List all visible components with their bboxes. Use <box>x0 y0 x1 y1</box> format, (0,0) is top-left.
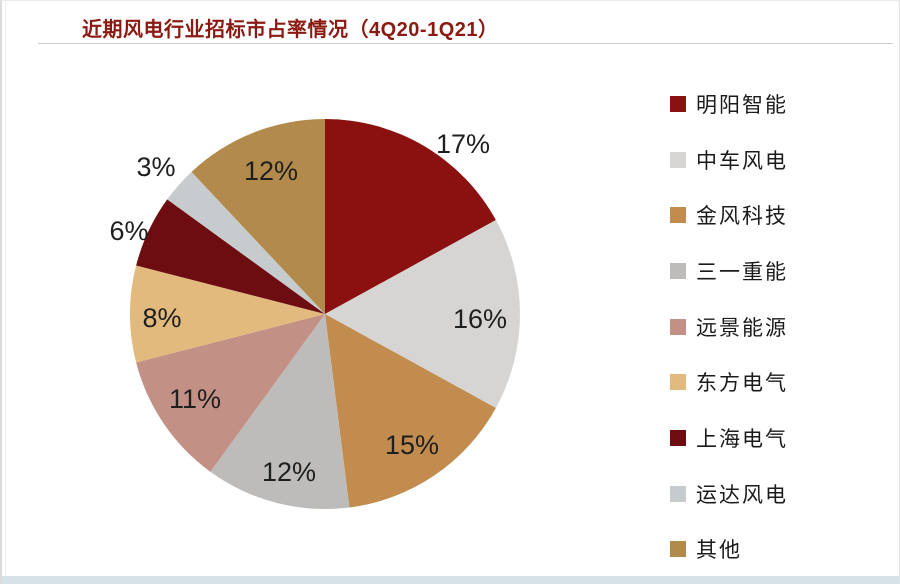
pie-slice-6 <box>130 265 325 363</box>
legend-label: 远景能源 <box>696 315 788 340</box>
chart-title: 近期风电行业招标市占率情况（4Q20-1Q21） <box>82 19 499 41</box>
legend-item-6: 东方电气 <box>670 354 788 410</box>
pie-slice-label: 15% <box>385 430 439 460</box>
legend-label: 东方电气 <box>696 371 788 396</box>
pie-slice-label: 3% <box>136 152 175 182</box>
pie-slice-label: 11% <box>169 384 221 414</box>
legend-label: 金风科技 <box>696 204 788 229</box>
pie-slice-5 <box>136 314 325 472</box>
legend-swatch <box>670 429 686 446</box>
legend-item-2: 中车风电 <box>670 132 788 188</box>
legend-label: 中车风电 <box>696 148 788 173</box>
legend-swatch <box>670 485 686 502</box>
pie-slice-7 <box>136 199 325 314</box>
legend-item-5: 远景能源 <box>670 299 788 355</box>
pie-slice-9 <box>191 119 325 314</box>
legend-item-1: 明阳智能 <box>670 76 788 132</box>
chart-legend: 明阳智能中车风电金风科技三一重能远景能源东方电气上海电气运达风电其他 <box>670 76 788 577</box>
legend-item-3: 金风科技 <box>670 187 788 243</box>
page-left-border <box>5 1 6 584</box>
legend-swatch <box>670 151 686 168</box>
legend-swatch <box>670 207 686 224</box>
legend-label: 明阳智能 <box>696 92 788 117</box>
legend-swatch <box>670 262 686 279</box>
legend-label: 其他 <box>696 538 742 563</box>
legend-item-4: 三一重能 <box>670 243 788 299</box>
legend-swatch <box>670 374 686 391</box>
pie-slice-1 <box>325 119 496 314</box>
legend-swatch <box>670 318 686 335</box>
legend-item-8: 运达风电 <box>670 466 788 522</box>
title-divider <box>38 43 893 44</box>
legend-label: 运达风电 <box>696 482 788 507</box>
pie-slice-2 <box>325 220 520 408</box>
legend-swatch <box>670 95 686 112</box>
pie-slice-label: 17% <box>436 129 490 159</box>
legend-label: 三一重能 <box>696 259 788 284</box>
pie-slice-label: 6% <box>109 216 148 246</box>
pie-slice-label: 12% <box>244 156 298 186</box>
legend-label: 上海电气 <box>696 426 788 451</box>
pie-slice-4 <box>210 314 350 509</box>
pie-slice-label: 12% <box>262 457 316 487</box>
pie-slice-label: 8% <box>142 303 181 333</box>
bottom-accent-bar <box>2 576 899 584</box>
pie-slice-8 <box>167 171 325 314</box>
legend-item-9: 其他 <box>670 522 788 578</box>
pie-slice-3 <box>325 314 496 508</box>
pie-slice-label: 16% <box>453 304 507 334</box>
legend-swatch <box>670 541 686 558</box>
legend-item-7: 上海电气 <box>670 410 788 466</box>
